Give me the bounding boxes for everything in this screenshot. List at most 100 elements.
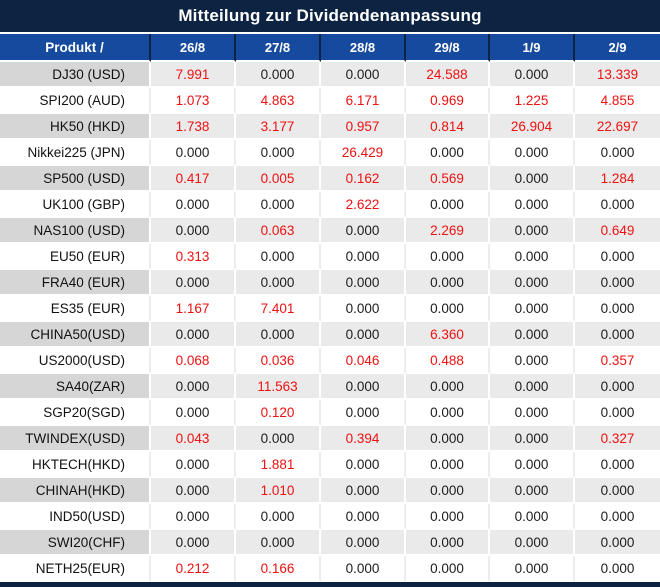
value-cell: 0.000 bbox=[575, 192, 660, 218]
value-cell: 0.000 bbox=[406, 400, 490, 426]
product-cell: SPI200 (AUD) bbox=[0, 88, 151, 114]
value-cell: 0.000 bbox=[490, 322, 575, 348]
product-cell: SP500 (USD) bbox=[0, 166, 151, 192]
table-row: DJ30 (USD) 7.991 0.000 0.000 24.588 0.000 13.3… bbox=[0, 62, 660, 88]
value-cell: 4.863 bbox=[236, 88, 321, 114]
value-cell: 0.166 bbox=[236, 556, 321, 582]
value-cell: 26.429 bbox=[321, 140, 406, 166]
value-cell: 1.167 bbox=[151, 296, 236, 322]
table-row: TWINDEX(USD) 0.043 0.000 0.394 0.000 0.000 0.3… bbox=[0, 426, 660, 452]
value-cell: 0.000 bbox=[490, 218, 575, 244]
value-cell: 0.000 bbox=[575, 270, 660, 296]
value-cell: 0.969 bbox=[406, 88, 490, 114]
value-cell: 0.000 bbox=[406, 504, 490, 530]
value-cell: 0.000 bbox=[321, 218, 406, 244]
value-cell: 0.000 bbox=[406, 530, 490, 556]
value-cell: 0.000 bbox=[490, 244, 575, 270]
table-row: NETH25(EUR) 0.212 0.166 0.000 0.000 0.000 0.00… bbox=[0, 556, 660, 582]
value-cell: 0.000 bbox=[321, 322, 406, 348]
value-cell: 0.000 bbox=[406, 244, 490, 270]
title-bar: Mitteilung zur Dividendenanpassung bbox=[0, 0, 660, 34]
table-row: UK100 (GBP) 0.000 0.000 2.622 0.000 0.000 0.00… bbox=[0, 192, 660, 218]
value-cell: 0.000 bbox=[575, 140, 660, 166]
value-cell: 13.339 bbox=[575, 62, 660, 88]
value-cell: 0.000 bbox=[321, 296, 406, 322]
value-cell: 0.000 bbox=[321, 556, 406, 582]
table-row: SWI20(CHF) 0.000 0.000 0.000 0.000 0.000 0.000 bbox=[0, 530, 660, 556]
value-cell: 0.000 bbox=[321, 374, 406, 400]
value-cell: 0.000 bbox=[151, 192, 236, 218]
value-cell: 11.563 bbox=[236, 374, 321, 400]
value-cell: 1.284 bbox=[575, 166, 660, 192]
value-cell: 2.622 bbox=[321, 192, 406, 218]
value-cell: 0.036 bbox=[236, 348, 321, 374]
table-row: HKTECH(HKD) 0.000 1.881 0.000 0.000 0.000 0.00… bbox=[0, 452, 660, 478]
value-cell: 6.171 bbox=[321, 88, 406, 114]
value-cell: 0.000 bbox=[321, 452, 406, 478]
value-cell: 0.000 bbox=[406, 556, 490, 582]
value-cell: 24.588 bbox=[406, 62, 490, 88]
value-cell: 0.000 bbox=[321, 530, 406, 556]
value-cell: 0.000 bbox=[151, 322, 236, 348]
product-cell: FRA40 (EUR) bbox=[0, 270, 151, 296]
value-cell: 0.000 bbox=[151, 374, 236, 400]
column-header-date: 28/8 bbox=[321, 34, 406, 62]
column-header-date: 26/8 bbox=[151, 34, 236, 62]
value-cell: 0.000 bbox=[236, 270, 321, 296]
value-cell: 0.068 bbox=[151, 348, 236, 374]
value-cell: 0.000 bbox=[575, 296, 660, 322]
column-header-date: 2/9 bbox=[575, 34, 660, 62]
value-cell: 0.120 bbox=[236, 400, 321, 426]
table-row: NAS100 (USD) 0.000 0.063 0.000 2.269 0.000 0.6… bbox=[0, 218, 660, 244]
value-cell: 6.360 bbox=[406, 322, 490, 348]
product-cell: US2000(USD) bbox=[0, 348, 151, 374]
table-row: SP500 (USD) 0.417 0.005 0.162 0.569 0.000 1.28… bbox=[0, 166, 660, 192]
product-cell: CHINAH(HKD) bbox=[0, 478, 151, 504]
value-cell: 0.000 bbox=[151, 504, 236, 530]
product-cell: IND50(USD) bbox=[0, 504, 151, 530]
value-cell: 0.000 bbox=[406, 426, 490, 452]
value-cell: 0.957 bbox=[321, 114, 406, 140]
value-cell: 0.000 bbox=[490, 140, 575, 166]
product-cell: Nikkei225 (JPN) bbox=[0, 140, 151, 166]
value-cell: 0.000 bbox=[490, 270, 575, 296]
value-cell: 0.005 bbox=[236, 166, 321, 192]
value-cell: 0.000 bbox=[236, 244, 321, 270]
value-cell: 0.000 bbox=[236, 426, 321, 452]
value-cell: 0.000 bbox=[490, 62, 575, 88]
value-cell: 0.000 bbox=[490, 452, 575, 478]
value-cell: 0.000 bbox=[575, 452, 660, 478]
table-row: HK50 (HKD) 1.738 3.177 0.957 0.814 26.904 22.6… bbox=[0, 114, 660, 140]
value-cell: 0.000 bbox=[490, 192, 575, 218]
dividend-table: Produkt / 26/8 27/8 28/8 29/8 1/9 2/9 DJ30 (U… bbox=[0, 34, 660, 582]
table-row: EU50 (EUR) 0.313 0.000 0.000 0.000 0.000 0.000 bbox=[0, 244, 660, 270]
product-cell: HK50 (HKD) bbox=[0, 114, 151, 140]
value-cell: 0.063 bbox=[236, 218, 321, 244]
product-cell: EU50 (EUR) bbox=[0, 244, 151, 270]
value-cell: 0.000 bbox=[151, 400, 236, 426]
value-cell: 0.000 bbox=[151, 478, 236, 504]
value-cell: 0.000 bbox=[236, 504, 321, 530]
value-cell: 0.394 bbox=[321, 426, 406, 452]
value-cell: 0.000 bbox=[321, 400, 406, 426]
value-cell: 0.000 bbox=[490, 504, 575, 530]
page-title: Mitteilung zur Dividendenanpassung bbox=[178, 6, 482, 25]
value-cell: 0.000 bbox=[151, 270, 236, 296]
value-cell: 0.000 bbox=[406, 140, 490, 166]
table-row: ES35 (EUR) 1.167 7.401 0.000 0.000 0.000 0.000 bbox=[0, 296, 660, 322]
value-cell: 1.225 bbox=[490, 88, 575, 114]
value-cell: 0.327 bbox=[575, 426, 660, 452]
value-cell: 0.212 bbox=[151, 556, 236, 582]
table-row: FRA40 (EUR) 0.000 0.000 0.000 0.000 0.000 0.00… bbox=[0, 270, 660, 296]
value-cell: 0.000 bbox=[490, 530, 575, 556]
value-cell: 3.177 bbox=[236, 114, 321, 140]
value-cell: 1.738 bbox=[151, 114, 236, 140]
value-cell: 0.000 bbox=[575, 556, 660, 582]
value-cell: 0.000 bbox=[321, 62, 406, 88]
value-cell: 0.000 bbox=[151, 530, 236, 556]
column-header-product: Produkt / bbox=[0, 34, 151, 62]
value-cell: 0.000 bbox=[406, 192, 490, 218]
value-cell: 0.000 bbox=[575, 244, 660, 270]
product-cell: HKTECH(HKD) bbox=[0, 452, 151, 478]
